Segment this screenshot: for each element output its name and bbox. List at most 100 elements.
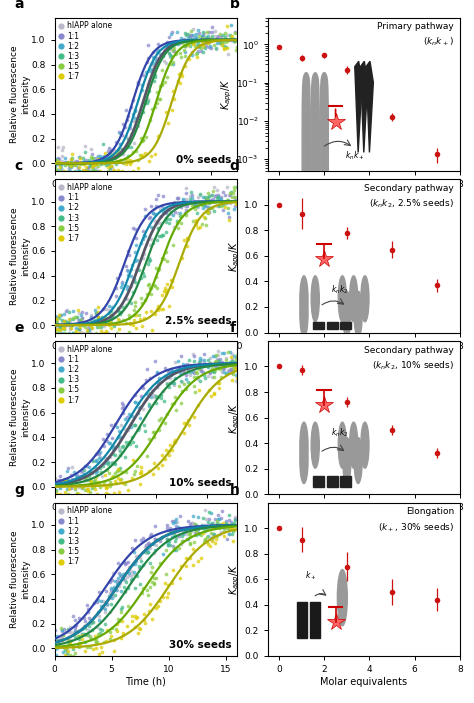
Point (182, 200, 189, 212)
Point (209, 531, 216, 543)
Point (139, 233, 146, 245)
Point (125, 600, 132, 612)
Point (65, 160, 73, 171)
Point (168, 399, 175, 410)
Point (110, 321, 118, 332)
Point (207, 507, 215, 518)
Point (102, 304, 110, 315)
Point (155, 222, 162, 233)
Point (119, 629, 127, 640)
Point (71, 647, 79, 659)
Point (160, 253, 168, 264)
Point (227, 522, 234, 534)
Point (167, 50, 175, 61)
Point (209, 517, 216, 529)
X-axis label: Molar equivalents: Molar equivalents (320, 354, 407, 363)
Point (183, 533, 191, 544)
Point (54, 323, 62, 335)
Point (197, 375, 204, 387)
Point (124, 150, 132, 162)
Point (134, 78, 142, 89)
Point (79, 472, 86, 483)
Point (89, 456, 96, 467)
Point (61, 316, 69, 327)
Point (89, 616, 97, 627)
Point (224, 34, 232, 46)
Point (59, 150, 66, 161)
Point (216, 521, 224, 532)
Point (110, 165, 118, 176)
Point (80, 469, 87, 480)
Point (121, 292, 128, 304)
Point (114, 314, 122, 325)
Point (188, 366, 195, 378)
Point (101, 317, 109, 328)
Point (164, 539, 172, 550)
Point (72, 322, 80, 333)
Point (133, 460, 140, 472)
Circle shape (300, 437, 308, 484)
Point (133, 570, 141, 581)
Point (138, 297, 146, 309)
Point (158, 229, 165, 240)
Point (148, 388, 156, 399)
Point (112, 282, 119, 293)
Point (74, 315, 82, 326)
Point (163, 378, 171, 389)
Point (97, 321, 105, 333)
Point (155, 425, 163, 436)
X-axis label: Time (h): Time (h) (125, 515, 166, 525)
Point (215, 189, 222, 200)
Point (124, 621, 131, 632)
Point (72, 157, 79, 168)
Point (132, 583, 139, 594)
Point (119, 573, 127, 584)
Point (151, 65, 158, 77)
Point (78, 628, 86, 640)
Point (138, 150, 146, 161)
Point (155, 264, 162, 275)
Point (137, 555, 145, 567)
Bar (313, 322, 324, 330)
Point (213, 200, 220, 212)
Point (129, 454, 137, 465)
Point (177, 217, 185, 228)
Text: d: d (229, 159, 239, 173)
Point (151, 102, 159, 113)
Point (226, 519, 234, 530)
Point (158, 449, 165, 460)
Point (136, 401, 143, 413)
Point (125, 437, 133, 448)
Point (76, 158, 83, 169)
Point (107, 313, 114, 324)
Point (55, 640, 62, 652)
Point (117, 307, 125, 318)
Point (220, 363, 228, 374)
Point (212, 355, 219, 366)
Point (137, 553, 144, 564)
Point (141, 249, 148, 260)
Point (105, 158, 112, 169)
Point (179, 37, 187, 49)
Point (107, 583, 115, 594)
Point (192, 216, 200, 227)
Point (68, 155, 75, 167)
Point (146, 557, 154, 568)
Point (53, 163, 60, 174)
Point (67, 165, 74, 176)
Point (64, 489, 72, 500)
Point (99, 460, 107, 472)
Point (189, 193, 196, 204)
Point (164, 366, 172, 377)
Point (191, 198, 199, 209)
Bar (355, 61, 362, 153)
Point (160, 385, 167, 396)
Point (141, 294, 149, 305)
Bar (340, 322, 351, 330)
Point (231, 195, 239, 206)
Point (120, 403, 128, 414)
Point (105, 437, 112, 449)
Point (64, 645, 72, 657)
Point (114, 304, 122, 316)
Point (91, 462, 99, 473)
